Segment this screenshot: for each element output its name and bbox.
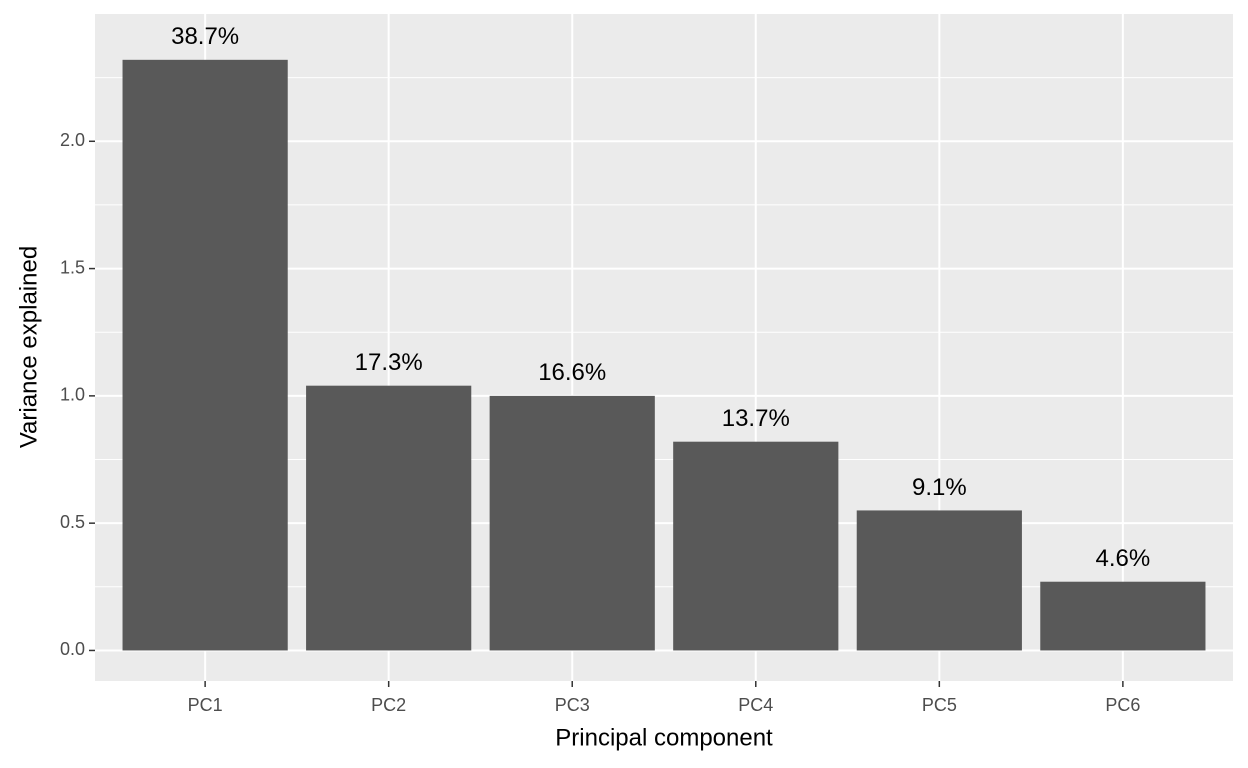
bar bbox=[673, 441, 839, 651]
y-tick-label: 1.0 bbox=[60, 385, 85, 405]
y-axis-title: Variance explained bbox=[15, 246, 42, 448]
x-tick-label: PC4 bbox=[738, 695, 773, 715]
y-tick-label: 1.5 bbox=[60, 257, 85, 277]
x-axis-title: Principal component bbox=[555, 724, 773, 751]
bar bbox=[1040, 581, 1206, 651]
bar bbox=[856, 510, 1022, 651]
bar bbox=[122, 59, 288, 651]
y-tick-label: 0.0 bbox=[60, 639, 85, 659]
bar-label: 4.6% bbox=[1096, 545, 1151, 572]
x-tick-label: PC6 bbox=[1105, 695, 1140, 715]
x-tick-label: PC5 bbox=[922, 695, 957, 715]
x-tick-label: PC2 bbox=[371, 695, 406, 715]
bar-label: 13.7% bbox=[722, 405, 790, 432]
bar bbox=[489, 395, 655, 651]
x-tick-label: PC3 bbox=[555, 695, 590, 715]
bar-label: 17.3% bbox=[355, 349, 423, 376]
x-tick-label: PC1 bbox=[188, 695, 223, 715]
bar-label: 9.1% bbox=[912, 474, 967, 501]
y-tick-label: 0.5 bbox=[60, 512, 85, 532]
y-tick-label: 2.0 bbox=[60, 130, 85, 150]
bar bbox=[306, 385, 472, 651]
bar-label: 38.7% bbox=[171, 23, 239, 50]
bar-label: 16.6% bbox=[538, 359, 606, 386]
